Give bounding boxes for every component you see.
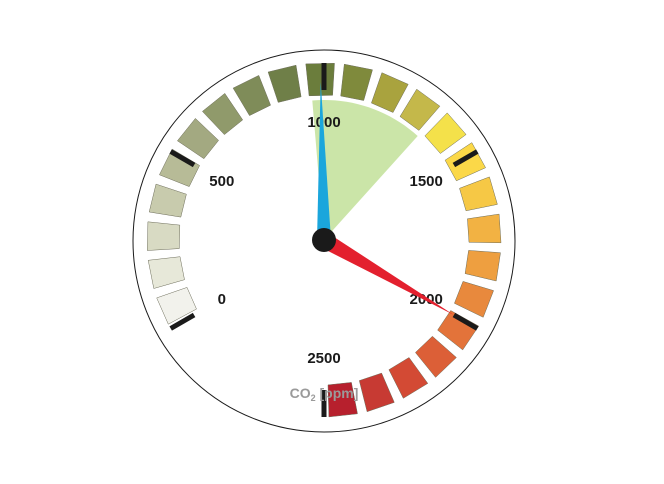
tick-label-1000: 1000 (307, 114, 340, 131)
major-tick-500 (169, 149, 196, 168)
tick-label-500: 500 (209, 173, 234, 190)
reference-range-wedge (312, 100, 418, 240)
major-tick-1500 (452, 149, 479, 168)
color-segment (305, 63, 335, 97)
color-segment (177, 118, 219, 160)
needle-hub (312, 228, 336, 252)
color-scale-ring (147, 63, 502, 418)
main-needle (320, 233, 454, 315)
color-segment (424, 112, 467, 154)
tick-label-2500: 2500 (307, 350, 340, 367)
color-segment (147, 256, 185, 289)
color-segment (159, 148, 200, 187)
color-segment (327, 382, 358, 418)
unit-suffix: [ppm] (316, 385, 359, 401)
color-segment (202, 93, 244, 135)
color-segment (147, 221, 181, 251)
unit-label: CO2 [ppm] (290, 385, 359, 403)
color-segment (359, 372, 395, 413)
color-segment (232, 75, 271, 116)
color-segment (388, 357, 429, 399)
tick-label-1500: 1500 (410, 173, 443, 190)
color-segment (267, 64, 302, 103)
color-segment (467, 213, 502, 244)
unit-prefix: CO (290, 385, 311, 401)
tick-label-0: 0 (218, 291, 226, 308)
color-segment (156, 287, 197, 325)
color-segment (464, 250, 501, 282)
secondary-needle (317, 82, 331, 241)
unit-subscript: 2 (311, 393, 316, 403)
color-segment (148, 183, 187, 218)
color-segment (437, 310, 480, 351)
color-segment (459, 176, 498, 212)
major-ticks (169, 63, 479, 417)
color-segment (371, 72, 409, 113)
color-segment (399, 88, 441, 131)
major-tick-0 (169, 312, 196, 331)
major-tick-2000 (452, 312, 479, 331)
color-segment (340, 63, 373, 101)
color-segment (454, 281, 494, 318)
color-segment (415, 335, 457, 378)
